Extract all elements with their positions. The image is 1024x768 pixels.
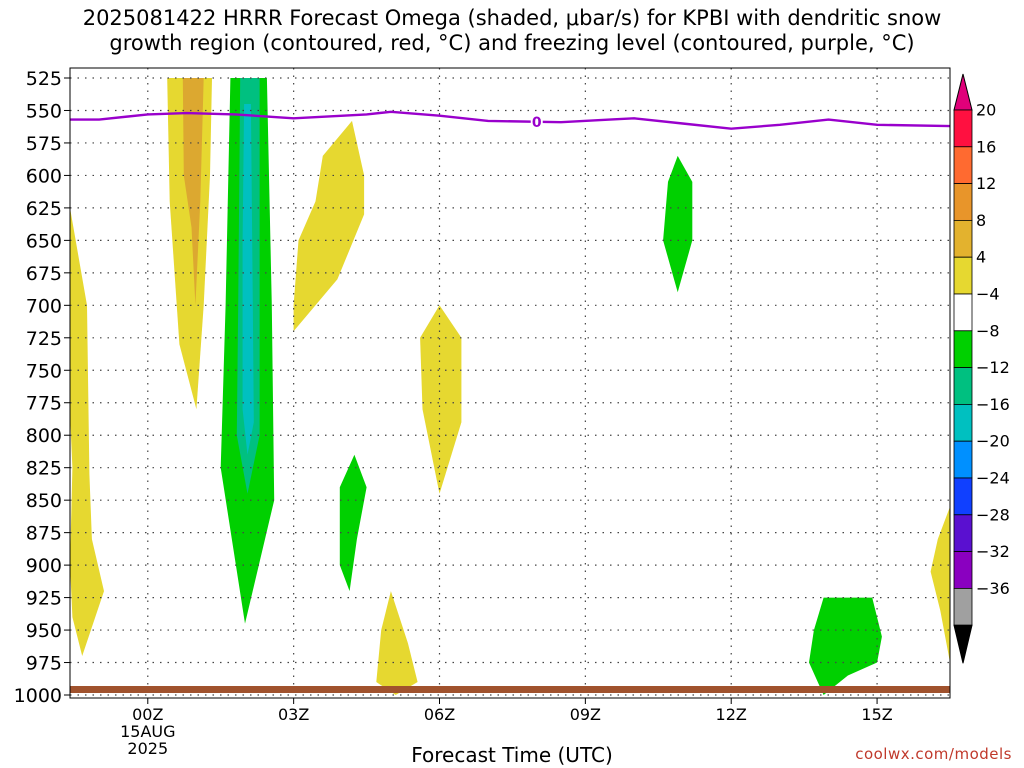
omega-region-6 [293, 120, 365, 332]
x-tick-label: 03Z [278, 705, 309, 724]
y-axis: 525 550 575 600 625 650 675 700 725 750 775 800 825 8… [14, 68, 70, 707]
colorbar-swatch [953, 183, 973, 221]
x-tick-label: 12Z [716, 705, 747, 724]
colorbar-swatch [953, 588, 973, 626]
colorbar-label: 4 [976, 248, 986, 267]
x-tick-label: 00Z [132, 705, 163, 724]
grid-lines [70, 68, 950, 698]
freezing-level-group: 0 [70, 110, 950, 131]
colorbar-swatch [953, 551, 973, 589]
y-tick-label: 850 [26, 490, 62, 512]
x-tick-label: 06Z [424, 705, 455, 724]
y-tick-label: 625 [26, 198, 62, 220]
freezing-level-label-bg [530, 114, 543, 131]
omega-region-8 [420, 305, 462, 494]
colorbar-label: −8 [976, 321, 1000, 340]
omega-region-12 [930, 506, 950, 663]
colorbar-swatch [953, 256, 973, 295]
y-tick-label: 900 [26, 555, 62, 577]
omega-region-1 [182, 78, 204, 306]
colorbar-label: −24 [976, 469, 1010, 488]
y-tick-label: 675 [26, 263, 62, 285]
y-tick-label: 575 [26, 133, 62, 155]
colorbar-swatch [953, 440, 973, 479]
colorbar-swatch [953, 293, 973, 332]
colorbar-top-arrow [953, 73, 973, 111]
colorbar-label: −32 [976, 542, 1010, 561]
y-tick-label: 925 [26, 588, 62, 610]
omega-region-7 [339, 454, 367, 592]
y-tick-label: 600 [26, 165, 62, 187]
freezing-level-label: 0 [532, 115, 542, 131]
colorbar-bottom-arrow [953, 624, 973, 664]
colorbar-label: 20 [976, 101, 996, 120]
x-tick-date: 15AUG [120, 722, 175, 741]
ground-bar [70, 686, 950, 693]
y-tick-label: 550 [26, 100, 62, 122]
x-axis-label: Forecast Time (UTC) [411, 743, 613, 767]
y-tick-label: 950 [26, 620, 62, 642]
chart-title-line1: 2025081422 HRRR Forecast Omega (shaded, … [82, 6, 942, 30]
y-tick-label: 750 [26, 360, 62, 382]
y-tick-label: 975 [26, 653, 62, 675]
plot-frame [69, 67, 951, 699]
x-tick-label: 09Z [570, 705, 601, 724]
omega-shaded-regions [70, 78, 950, 695]
colorbar-swatch [953, 146, 973, 185]
chart-title: 2025081422 HRRR Forecast Omega (shaded, … [0, 6, 1024, 56]
y-tick-label: 525 [26, 68, 62, 90]
omega-region-9 [376, 591, 418, 695]
colorbar-label: −12 [976, 358, 1010, 377]
colorbar-swatch [953, 367, 973, 405]
colorbar-label: −36 [976, 579, 1010, 598]
x-tick-label: 15Z [861, 705, 892, 724]
y-tick-label: 825 [26, 458, 62, 480]
y-tick-label: 700 [26, 295, 62, 317]
colorbar-label: 16 [976, 137, 996, 156]
colorbar-swatch [953, 330, 973, 368]
y-tick-label: 725 [26, 328, 62, 350]
omega-region-10 [663, 155, 693, 293]
colorbar-swatch [953, 403, 973, 442]
colorbar-label: −28 [976, 505, 1010, 524]
colorbar-swatch [953, 219, 973, 258]
y-tick-label: 650 [26, 230, 62, 252]
x-tick-year: 2025 [127, 739, 168, 758]
omega-region-5 [70, 207, 104, 656]
freezing-level-line [70, 110, 950, 130]
chart-title-line2: growth region (contoured, red, °C) and f… [109, 31, 915, 55]
colorbar-label: −4 [976, 285, 1000, 304]
y-tick-label: 1000 [14, 685, 62, 707]
colorbar: 20 16 12 8 4 −4 −8 −12 −16 −20 −24 −28 −32 −36 [953, 73, 1010, 664]
colorbar-label: 8 [976, 211, 986, 230]
colorbar-label: −20 [976, 432, 1010, 451]
colorbar-swatch [953, 109, 973, 148]
credit-text: coolwx.com/models [855, 745, 1012, 763]
colorbar-swatch [953, 477, 973, 516]
omega-region-11 [809, 597, 882, 695]
colorbar-label: −16 [976, 395, 1010, 414]
omega-region-4 [242, 104, 254, 455]
colorbar-swatch [953, 514, 973, 552]
y-tick-label: 875 [26, 523, 62, 545]
y-tick-label: 775 [26, 393, 62, 415]
colorbar-label: 12 [976, 174, 996, 193]
y-tick-label: 800 [26, 425, 62, 447]
